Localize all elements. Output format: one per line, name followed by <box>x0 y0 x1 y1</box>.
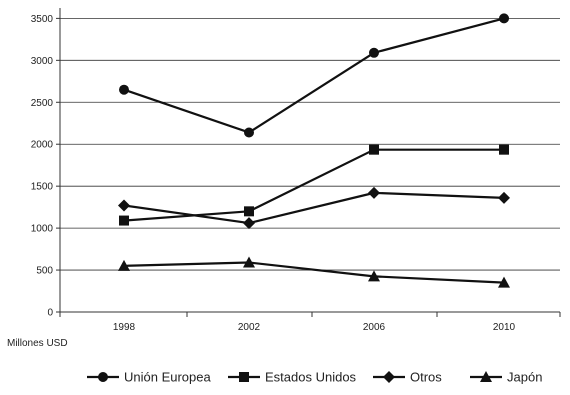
y-axis-ticks: 0 500 1000 1500 2000 2500 3000 3500 <box>31 14 60 319</box>
legend-item: Estados Unidos <box>228 370 357 385</box>
legend: Unión Europea Estados Unidos Otros Japón <box>87 370 542 385</box>
x-tick-label: 2010 <box>493 322 516 333</box>
data-point <box>369 144 379 155</box>
data-point <box>119 84 129 95</box>
series-line <box>123 17 505 134</box>
y-tick-label: 500 <box>36 266 53 277</box>
legend-marker <box>239 372 249 382</box>
y-axis-label: Millones USD <box>7 338 68 349</box>
series-circle <box>119 13 509 138</box>
legend-item: Otros <box>373 370 442 385</box>
legend-marker <box>480 371 492 382</box>
data-point <box>499 13 509 24</box>
legend-marker <box>98 372 108 382</box>
data-point <box>243 217 255 230</box>
data-point <box>119 215 129 226</box>
legend-label: Unión Europea <box>124 370 211 385</box>
x-tick-label: 2006 <box>363 322 386 333</box>
series-diamond <box>118 186 510 230</box>
series-line <box>123 261 505 284</box>
series <box>118 13 510 288</box>
series-square <box>119 144 509 226</box>
legend-label: Estados Unidos <box>265 370 357 385</box>
data-point <box>118 259 130 271</box>
legend-label: Otros <box>410 370 442 385</box>
data-point <box>243 256 255 268</box>
y-tick-label: 2500 <box>31 98 54 109</box>
data-point <box>368 270 380 282</box>
legend-marker <box>383 371 395 383</box>
data-point <box>118 199 130 212</box>
x-tick-label: 1998 <box>113 322 136 333</box>
x-tick-label: 2002 <box>238 322 261 333</box>
x-axis-ticks: 1998 2002 2006 2010 <box>59 312 561 333</box>
y-tick-label: 1000 <box>31 224 54 235</box>
y-tick-label: 2000 <box>31 140 54 151</box>
legend-label: Japón <box>507 370 542 385</box>
legend-item: Japón <box>470 370 542 385</box>
series-line <box>123 191 505 225</box>
gridlines <box>60 17 560 271</box>
y-tick-label: 0 <box>47 308 53 319</box>
y-tick-label: 3000 <box>31 56 54 67</box>
data-point <box>498 191 510 204</box>
axes <box>59 8 560 313</box>
data-point <box>244 206 254 217</box>
data-point <box>368 186 380 199</box>
legend-item: Unión Europea <box>87 370 211 385</box>
data-point <box>244 127 254 138</box>
y-tick-label: 3500 <box>31 14 54 25</box>
series-line <box>123 148 504 222</box>
data-point <box>498 276 510 288</box>
y-tick-label: 1500 <box>31 182 54 193</box>
data-point <box>499 144 509 155</box>
series-triangle <box>118 256 510 288</box>
data-point <box>369 47 379 58</box>
